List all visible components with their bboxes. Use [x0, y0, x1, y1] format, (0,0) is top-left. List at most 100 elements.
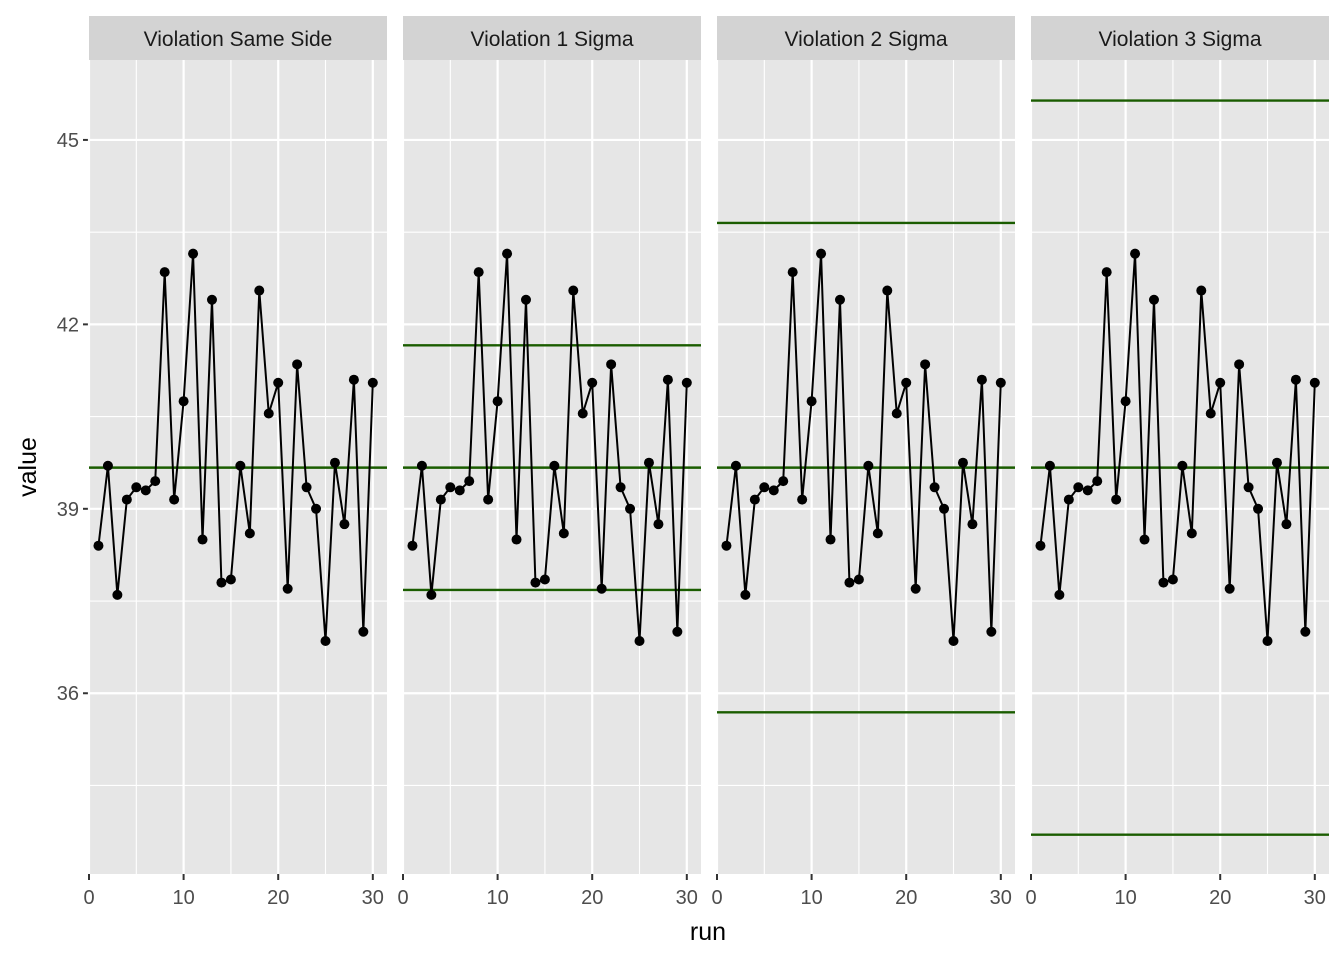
data-point [235, 460, 246, 471]
data-point [216, 577, 227, 588]
data-point [768, 485, 779, 496]
x-tick-label: 10 [800, 887, 822, 909]
data-point [1082, 485, 1093, 496]
data-point [367, 377, 378, 388]
data-point [948, 635, 959, 646]
x-tick-label: 20 [267, 887, 289, 909]
data-point [464, 476, 475, 487]
data-point [1215, 377, 1226, 388]
data-point [957, 457, 968, 468]
x-tick-label: 20 [1209, 887, 1231, 909]
data-point [140, 485, 151, 496]
data-point [1234, 359, 1245, 370]
data-point [539, 574, 550, 585]
data-point [1148, 294, 1159, 305]
data-point [1290, 374, 1301, 385]
facet-panel: Violation 2 Sigma 0 10 20 30 [711, 16, 1015, 909]
data-point [872, 528, 883, 539]
data-point [301, 482, 312, 493]
facet-title: Violation 1 Sigma [470, 28, 633, 51]
data-point [121, 494, 132, 505]
data-point [1130, 248, 1141, 259]
data-point [558, 528, 569, 539]
data-point [778, 476, 789, 487]
data-point [358, 626, 369, 637]
x-tick-label: 30 [362, 887, 384, 909]
x-axis-title: run [690, 918, 726, 946]
data-point [596, 583, 607, 594]
facet-title: Violation 2 Sigma [784, 28, 947, 51]
data-point [1281, 519, 1292, 530]
facet-strip [1031, 16, 1329, 60]
data-point [530, 577, 541, 588]
x-tick-label: 30 [676, 887, 698, 909]
data-point [1120, 396, 1131, 407]
data-point [1063, 494, 1074, 505]
x-tick-label: 0 [711, 887, 722, 909]
data-point [520, 294, 531, 305]
x-tick-label: 20 [581, 887, 603, 909]
data-point [1167, 574, 1178, 585]
data-point [549, 460, 560, 471]
data-point [102, 460, 113, 471]
data-point [587, 377, 598, 388]
data-point [1205, 408, 1216, 419]
data-point [853, 574, 864, 585]
data-point [292, 359, 303, 370]
data-point [131, 482, 142, 493]
data-point [901, 377, 912, 388]
data-point [615, 482, 626, 493]
data-point [929, 482, 940, 493]
data-point [1271, 457, 1282, 468]
data-point [435, 494, 446, 505]
data-point [1300, 626, 1311, 637]
data-point [568, 285, 579, 296]
data-point [939, 503, 950, 514]
data-point [816, 248, 827, 259]
data-point [882, 285, 893, 296]
data-point [339, 519, 350, 530]
data-point [454, 485, 465, 496]
data-point [625, 503, 636, 514]
data-point [473, 267, 484, 278]
facet-title: Violation Same Side [144, 28, 333, 51]
x-tick-label: 30 [990, 887, 1012, 909]
data-point [416, 460, 427, 471]
data-point [787, 267, 798, 278]
data-point [188, 248, 199, 259]
data-point [282, 583, 293, 594]
data-point [1044, 460, 1055, 471]
data-point [159, 267, 170, 278]
x-tick-label: 0 [397, 887, 408, 909]
data-point [634, 635, 645, 646]
x-tick-label: 30 [1304, 887, 1326, 909]
x-tick-label: 0 [1025, 887, 1036, 909]
data-point [178, 396, 189, 407]
data-point [320, 635, 331, 646]
data-point [206, 294, 217, 305]
facet-panel: Violation 3 Sigma 0 10 20 30 [1025, 16, 1329, 909]
data-point [1309, 377, 1320, 388]
data-point [1054, 589, 1065, 600]
data-point [1224, 583, 1235, 594]
data-point [1253, 503, 1264, 514]
data-point [1092, 476, 1103, 487]
data-point [483, 494, 494, 505]
data-point [1111, 494, 1122, 505]
data-point [643, 457, 654, 468]
data-point [863, 460, 874, 471]
data-point [502, 248, 513, 259]
x-tick-label: 10 [1114, 887, 1136, 909]
data-point [93, 540, 104, 551]
facet-strip [403, 16, 701, 60]
facet-title: Violation 3 Sigma [1098, 28, 1261, 51]
data-point [348, 374, 359, 385]
data-point [721, 540, 732, 551]
data-point [606, 359, 617, 370]
data-point [844, 577, 855, 588]
facet-panel: Violation 1 Sigma 0 10 20 30 [397, 16, 701, 909]
data-point [681, 377, 692, 388]
data-point [329, 457, 340, 468]
